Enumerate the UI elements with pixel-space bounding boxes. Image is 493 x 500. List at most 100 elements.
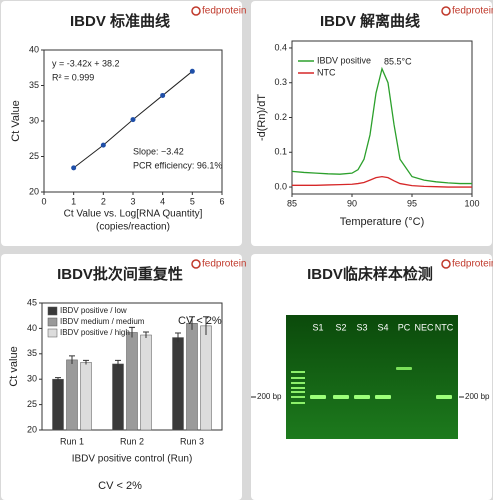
chart-title: IBDV批次间重复性 bbox=[57, 265, 183, 283]
y-tick-label: 30 bbox=[27, 374, 37, 384]
band bbox=[333, 395, 349, 399]
panel-melt-curve: IBDV 解离曲线 fedprotein 0.0 0.1 0.2 0.3 0.4 -d(Rn)… bbox=[251, 1, 493, 246]
error-bar bbox=[69, 355, 75, 364]
brand: fedprotein bbox=[202, 6, 246, 17]
band bbox=[375, 395, 391, 399]
x-axis-label: (copies/reaction) bbox=[96, 222, 170, 233]
y-tick-label: 30 bbox=[29, 115, 39, 125]
lane-label: S4 bbox=[377, 322, 388, 332]
y-axis-label: -d(Rn)/dT bbox=[256, 94, 268, 141]
bar bbox=[200, 325, 212, 431]
lane-label: S3 bbox=[356, 322, 367, 332]
y-axis-label: Ct Value bbox=[10, 100, 22, 141]
y-tick-label: 45 bbox=[27, 297, 37, 307]
ladder-band bbox=[291, 402, 305, 404]
bar bbox=[126, 332, 138, 431]
error-bar bbox=[83, 359, 89, 365]
band bbox=[436, 395, 452, 399]
size-label: 200 bp bbox=[465, 392, 490, 401]
point bbox=[189, 68, 195, 74]
x-tick-label: Run 3 bbox=[180, 436, 204, 446]
bar bbox=[186, 323, 198, 431]
point bbox=[100, 142, 106, 148]
chart-title: IBDV 解离曲线 bbox=[320, 12, 420, 30]
lane-label: NEC bbox=[414, 322, 434, 332]
line-series bbox=[291, 66, 472, 185]
brand-logo bbox=[441, 6, 451, 16]
ladder-band bbox=[291, 382, 305, 384]
brand: fedprotein bbox=[452, 6, 493, 17]
ladder-band bbox=[291, 387, 305, 389]
error-bar bbox=[129, 326, 135, 338]
y-tick-label: 35 bbox=[27, 348, 37, 358]
point bbox=[130, 117, 136, 123]
legend-label: IBDV positive bbox=[317, 55, 371, 65]
x-tick-label: 85 bbox=[287, 198, 297, 208]
error-bar bbox=[175, 332, 181, 343]
bar bbox=[140, 334, 152, 431]
lane-label: PC bbox=[398, 322, 411, 332]
x-axis-label: Temperature (°C) bbox=[340, 216, 424, 228]
x-tick-label: Run 2 bbox=[120, 436, 144, 446]
chart-title: IBDV 标准曲线 bbox=[70, 12, 170, 30]
x-tick-label: 3 bbox=[130, 196, 135, 206]
x-tick-label: 90 bbox=[347, 198, 357, 208]
annotation: PCR efficiency: 96.1% bbox=[133, 160, 222, 170]
y-tick-label: 35 bbox=[29, 80, 39, 90]
x-axis-label: IBDV positive control (Run) bbox=[72, 454, 193, 465]
point bbox=[160, 92, 166, 98]
y-tick-label: 40 bbox=[29, 44, 39, 54]
brand: fedprotein bbox=[202, 259, 246, 270]
bar bbox=[52, 378, 64, 431]
size-label: 200 bp bbox=[257, 392, 282, 401]
annotation: Slope: −3.42 bbox=[133, 146, 184, 156]
gel bbox=[286, 315, 458, 439]
y-tick-label: 25 bbox=[29, 151, 39, 161]
x-tick-label: 2 bbox=[101, 196, 106, 206]
bar bbox=[66, 359, 78, 431]
x-tick-label: 100 bbox=[464, 198, 479, 208]
error-bar bbox=[55, 377, 61, 381]
ladder-band bbox=[291, 377, 305, 379]
lane-label: NTC bbox=[435, 322, 454, 332]
ladder-band bbox=[291, 396, 305, 398]
x-tick-label: 0 bbox=[41, 196, 46, 206]
band bbox=[310, 395, 326, 399]
bar bbox=[80, 362, 92, 431]
band bbox=[354, 395, 370, 399]
y-tick-label: 20 bbox=[29, 186, 39, 196]
ladder-band bbox=[291, 371, 305, 373]
y-tick-label: 0.1 bbox=[274, 147, 287, 157]
point bbox=[71, 165, 77, 171]
lane-label: S1 bbox=[312, 322, 323, 332]
line-series bbox=[292, 175, 472, 188]
error-bar bbox=[115, 359, 121, 368]
card bbox=[1, 1, 242, 246]
brand: fedprotein bbox=[452, 259, 493, 270]
brand-logo bbox=[441, 259, 451, 269]
y-tick-label: 0.2 bbox=[274, 112, 287, 122]
x-tick-label: 1 bbox=[71, 196, 76, 206]
y-tick-label: 0.3 bbox=[274, 77, 287, 87]
annotation: R² = 0.999 bbox=[52, 72, 94, 82]
legend-label: IBDV positive / low bbox=[60, 306, 127, 315]
brand-logo bbox=[191, 259, 201, 269]
error-bar bbox=[189, 316, 195, 330]
y-tick-label: 0.0 bbox=[274, 181, 287, 191]
x-axis-label: Ct Value vs. Log[RNA Quantity] bbox=[64, 209, 203, 220]
error-bar bbox=[203, 316, 209, 336]
y-tick-label: 20 bbox=[27, 424, 37, 434]
legend-label: IBDV positive / high bbox=[60, 328, 130, 337]
annotation: 85.5°C bbox=[384, 56, 412, 66]
panel-gel: IBDV临床样本检测 fedprotein S1 S2 S3 S4 PC NEC NTC 200 … bbox=[251, 254, 493, 500]
lane-label: S2 bbox=[335, 322, 346, 332]
annotation: CV < 2% bbox=[98, 480, 142, 492]
y-tick-label: 0.4 bbox=[274, 42, 287, 52]
y-tick-label: 40 bbox=[27, 323, 37, 333]
bar bbox=[172, 337, 184, 431]
x-tick-label: 5 bbox=[190, 196, 195, 206]
y-tick-label: 25 bbox=[27, 399, 37, 409]
band bbox=[396, 367, 412, 370]
